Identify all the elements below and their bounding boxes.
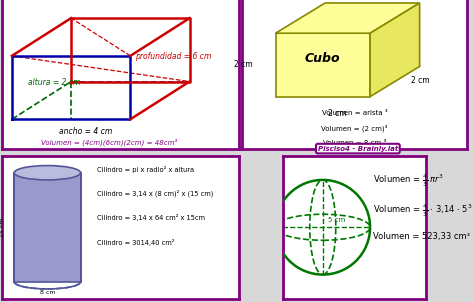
Text: ancho = 4 cm: ancho = 4 cm [59, 127, 112, 137]
Text: profundidad = 6 cm: profundidad = 6 cm [135, 52, 211, 61]
Text: Volumen = $\frac{4}{3}$ $\cdot$ 3,14 $\cdot$ 5$^3$: Volumen = $\frac{4}{3}$ $\cdot$ 3,14 $\c… [373, 203, 473, 219]
Text: 15 cm: 15 cm [0, 217, 5, 237]
Text: 8 cm: 8 cm [40, 291, 55, 295]
Text: 5 cm: 5 cm [328, 217, 346, 223]
Polygon shape [14, 173, 81, 282]
Polygon shape [275, 33, 370, 97]
Text: 2 cm: 2 cm [410, 76, 429, 85]
Text: Cilindro = 3,14 x 64 cm² x 15cm: Cilindro = 3,14 x 64 cm² x 15cm [97, 214, 205, 221]
Text: Volumen = 523,33 cm³: Volumen = 523,33 cm³ [373, 232, 470, 241]
Text: Volumen = (4cm)(6cm)(2cm) = 48cm³: Volumen = (4cm)(6cm)(2cm) = 48cm³ [41, 139, 177, 146]
Text: 2 cm: 2 cm [234, 60, 253, 69]
Text: Volumen = arista ³: Volumen = arista ³ [321, 110, 387, 116]
Text: Pisciso4 - Brainly.lat: Pisciso4 - Brainly.lat [318, 146, 398, 152]
Text: Volumen = 8 cm ³: Volumen = 8 cm ³ [323, 140, 386, 146]
Text: Cubo: Cubo [305, 52, 341, 66]
Polygon shape [275, 3, 419, 33]
Ellipse shape [14, 165, 81, 180]
Text: Volumen = $\frac{4}{3}$ $\pi r^3$: Volumen = $\frac{4}{3}$ $\pi r^3$ [373, 173, 444, 189]
Text: Cilindro = 3014,40 cm²: Cilindro = 3014,40 cm² [97, 239, 175, 246]
Polygon shape [370, 3, 419, 97]
Text: 2 cm: 2 cm [328, 109, 347, 118]
Text: Volumen = (2 cm)³: Volumen = (2 cm)³ [321, 125, 388, 132]
Text: Cilindro = pi x radio² x altura: Cilindro = pi x radio² x altura [97, 165, 194, 172]
Text: Cilindro = 3,14 x (8 cm)² x (15 cm): Cilindro = 3,14 x (8 cm)² x (15 cm) [97, 190, 214, 198]
Text: altura = 2 cm: altura = 2 cm [28, 78, 81, 87]
